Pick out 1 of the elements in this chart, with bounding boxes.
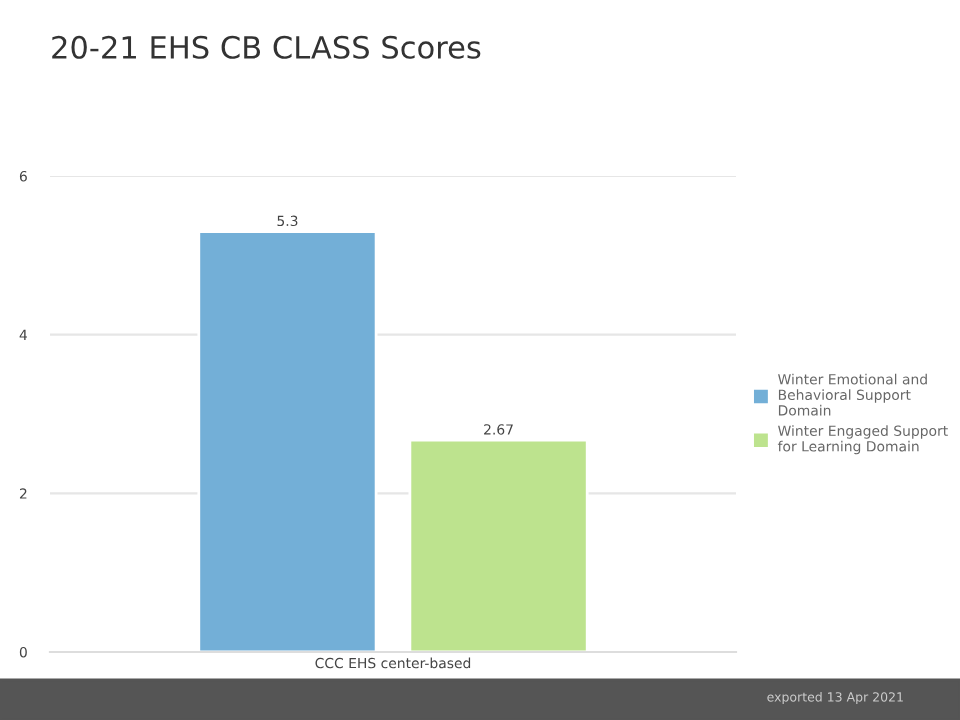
chart-title: 20-21 EHS CB CLASS Scores — [52, 35, 481, 59]
